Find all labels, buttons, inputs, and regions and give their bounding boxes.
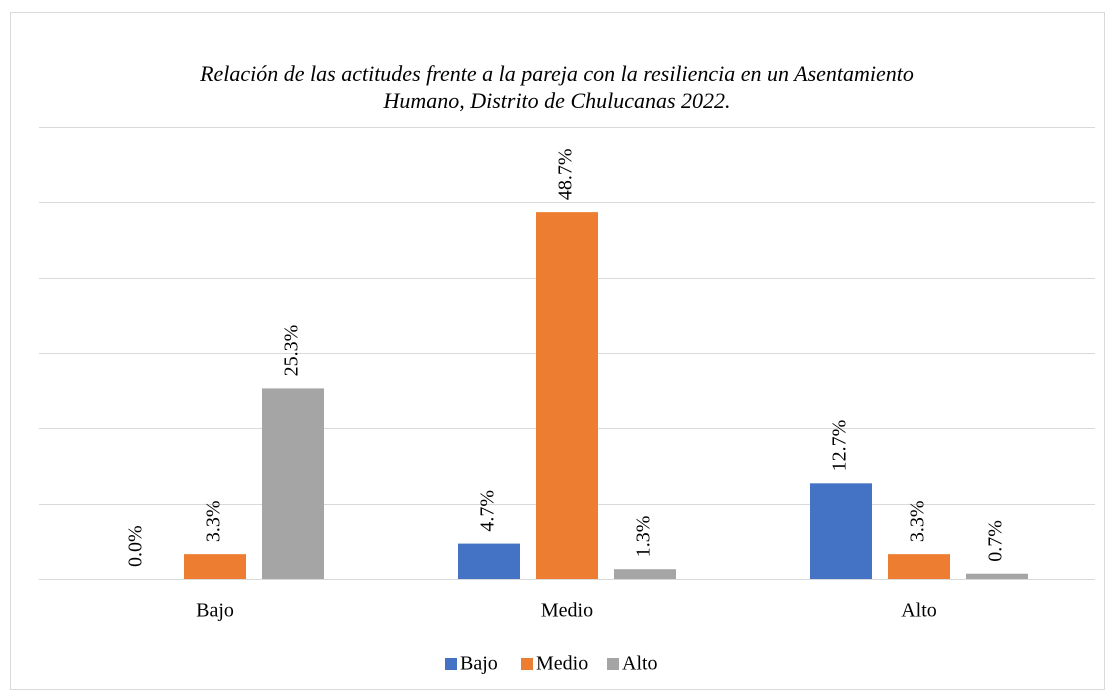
data-label: 0.7% [985,520,1007,562]
legend-swatch [445,658,457,670]
data-label: 25.3% [281,325,303,377]
bar [536,212,598,580]
legend-swatch [521,658,533,670]
data-label: 4.7% [477,490,499,532]
legend-label: Medio [536,653,588,675]
bar [262,388,324,579]
bar [810,483,872,579]
data-label: 1.3% [633,516,655,558]
bar [966,573,1028,579]
data-label: 48.7% [555,148,577,200]
data-label: 3.3% [907,500,929,542]
chart-title: Relación de las actitudes frente a la pa… [200,61,914,113]
legend-label: Bajo [460,653,498,675]
x-tick-label: Medio [541,600,593,622]
bar [614,569,676,579]
legend-label: Alto [622,653,658,675]
x-tick-label: Bajo [196,600,234,622]
bar [184,554,246,579]
legend-swatch [607,658,619,670]
data-label: 3.3% [203,500,225,542]
bar [888,554,950,579]
x-tick-label: Alto [901,600,937,622]
bar [458,543,520,579]
data-label: 0.0% [125,525,147,567]
data-label: 12.7% [829,420,851,472]
